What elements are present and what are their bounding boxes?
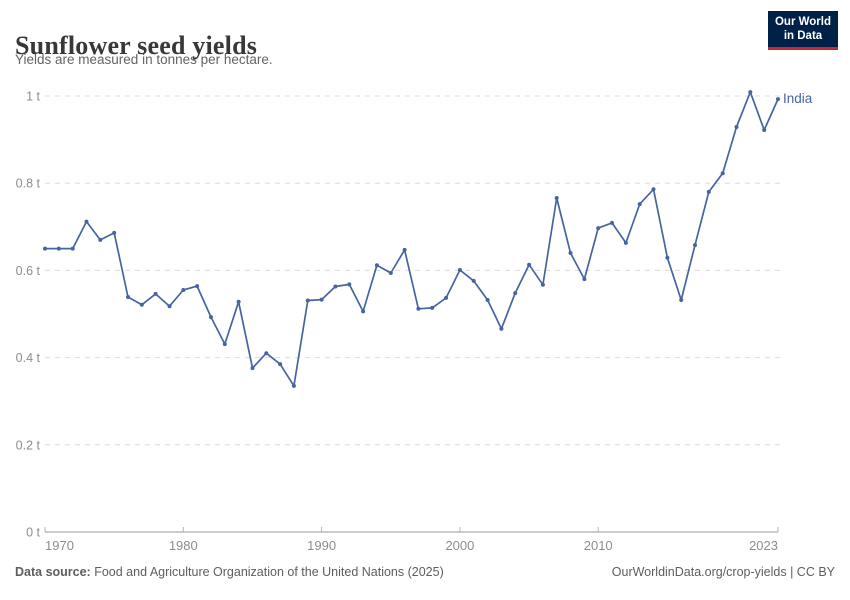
data-point [388, 271, 393, 275]
data-point [153, 291, 158, 296]
data-point [776, 97, 780, 102]
data-point [637, 202, 642, 207]
data-point [540, 282, 545, 287]
data-point [347, 282, 352, 287]
data-point [651, 187, 656, 192]
data-point [181, 288, 186, 292]
page-title: Sunflower seed yields [15, 31, 258, 61]
data-point [126, 295, 130, 299]
chart-subtitle: Yields are measured in tonnes per hectar… [15, 52, 273, 67]
plot-area: 0 t 0.2 t 0.4 t 0.6 t 0.8 t 1 t 1970 1980 1990 20… [16, 90, 781, 553]
data-point [734, 125, 739, 129]
data-point [679, 298, 684, 302]
data-point [430, 305, 435, 310]
owid-logo: Our World in Data [768, 11, 838, 50]
y-axis-tick-label: 0.6 t [16, 264, 41, 278]
owid-logo-line2: in Data [783, 30, 823, 43]
data-point [762, 128, 767, 132]
data-point [748, 90, 753, 95]
x-axis-tick-label: 1970 [45, 538, 74, 553]
x-axis-tick-label: 2000 [445, 538, 474, 553]
data-point [264, 351, 269, 356]
data-point [56, 246, 61, 251]
data-point [84, 219, 89, 224]
data-point [222, 342, 227, 347]
data-point [554, 196, 559, 200]
data-point [209, 315, 213, 320]
y-axis-tick-label: 1 t [26, 90, 40, 104]
data-source-note: Data source: Food and Agriculture Organi… [15, 565, 444, 579]
data-point [70, 246, 75, 251]
data-point [374, 263, 379, 268]
y-axis-tick-label: 0.4 t [16, 351, 41, 365]
x-axis-tick-label: 2023 [749, 538, 778, 553]
data-point [693, 243, 697, 248]
y-axis-tick-label: 0.8 t [16, 177, 41, 191]
y-axis-tick-label: 0.2 t [16, 438, 41, 452]
data-point [527, 262, 532, 267]
x-axis-tick-label: 1980 [169, 538, 198, 553]
data-point [319, 297, 324, 302]
data-point [167, 304, 172, 309]
data-point [416, 306, 421, 311]
data-point [471, 278, 476, 283]
data-point [706, 189, 711, 194]
data-point [499, 326, 504, 331]
data-point [43, 246, 47, 251]
data-point [361, 309, 366, 314]
data-point [333, 284, 338, 289]
data-point [665, 255, 670, 260]
data-point [513, 291, 518, 296]
data-point [305, 298, 310, 303]
series-entity-label: India [783, 91, 813, 107]
y-axis-tick-label: 0 t [26, 526, 40, 540]
owid-logo-line1: Our World [774, 16, 831, 28]
data-source-label: Data source: [15, 565, 91, 579]
data-point [610, 220, 614, 225]
data-point [195, 284, 200, 289]
data-point [112, 230, 117, 235]
data-point [568, 251, 573, 255]
data-point [582, 277, 587, 282]
data-source-text: Food and Agriculture Organization of the… [94, 565, 444, 579]
data-point [485, 298, 490, 302]
data-point [236, 299, 241, 304]
x-axis-tick-label: 1990 [307, 538, 336, 553]
series-line-india [44, 91, 779, 387]
data-point [444, 295, 449, 300]
data-point [291, 383, 296, 388]
chart-footer: Data source: Food and Agriculture Organi… [15, 565, 835, 579]
data-point [402, 247, 407, 252]
data-point [139, 302, 144, 307]
data-point [278, 362, 283, 367]
data-point [457, 268, 462, 272]
x-axis-tick-label: 2010 [584, 538, 613, 553]
data-point [623, 240, 628, 245]
data-point [250, 366, 255, 371]
data-point [596, 226, 601, 231]
owid-url-license: OurWorldinData.org/crop-yields | CC BY [611, 565, 835, 579]
data-point [720, 171, 725, 176]
data-point [98, 237, 103, 242]
